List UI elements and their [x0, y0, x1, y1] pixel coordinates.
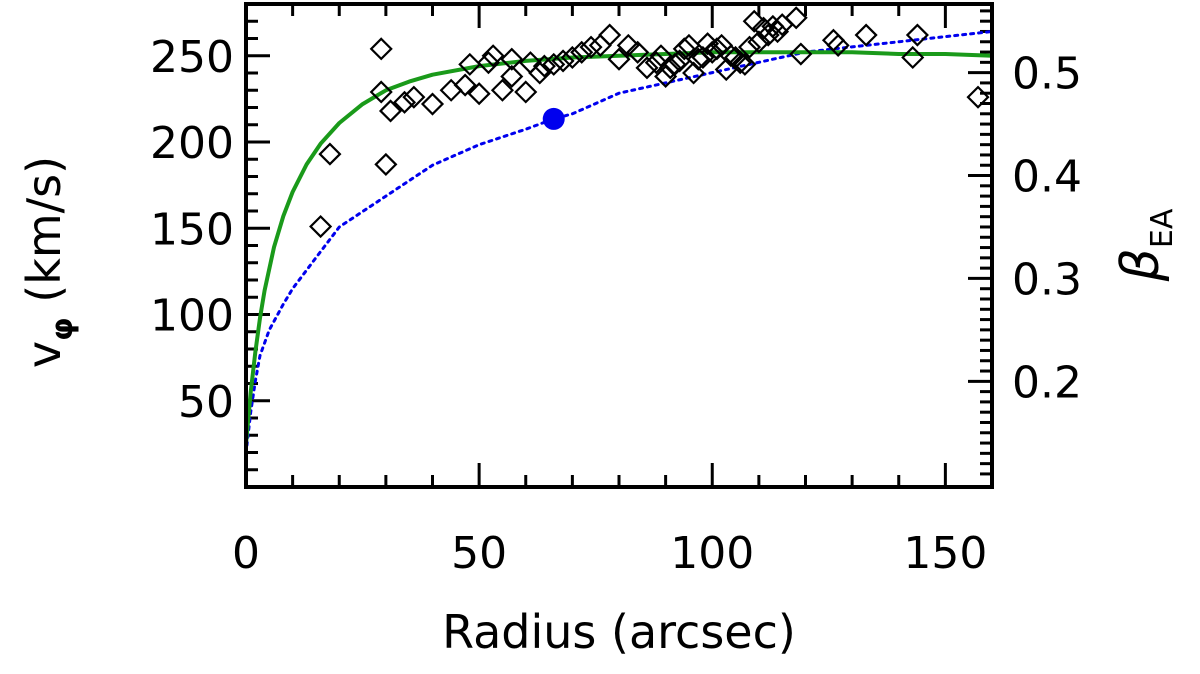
y-axis-title: vφ (km/s): [17, 156, 80, 368]
beta-curve-line: [244, 30, 994, 455]
data-point-diamond: [905, 23, 929, 47]
data-point-diamond: [318, 142, 342, 166]
data-point-diamond: [719, 44, 743, 68]
data-point-diamond: [607, 47, 631, 71]
data-point-diamond: [500, 64, 524, 89]
y-axis-title-subscript: φ: [45, 317, 80, 340]
data-point-diamond: [528, 61, 552, 85]
y-axis-title-unit: (km/s): [17, 156, 71, 317]
data-point-diamond: [598, 23, 622, 47]
point-layer: [542, 107, 565, 130]
data-point-diamond: [420, 92, 445, 116]
y2-axis-title-subscript: EA: [1145, 208, 1180, 248]
data-point-diamond: [369, 80, 393, 104]
data-point-diamond: [616, 33, 640, 57]
data-point-diamond: [677, 33, 701, 57]
y2-tick-label: 0.5: [1012, 49, 1082, 100]
data-point-diamond: [737, 35, 762, 59]
beta-point-marker: [542, 107, 565, 130]
data-point-diamond: [728, 51, 752, 75]
x-axis-title: Radius (arcsec): [442, 605, 796, 659]
y-axis-title-main: v: [17, 341, 71, 368]
y-tick-label: 250: [150, 32, 234, 83]
data-point-diamond: [402, 85, 426, 109]
x-tick-label: 150: [903, 528, 987, 579]
data-point-diamond: [635, 56, 659, 80]
labels-layer: 0 50 100 150 50 100 150 200 250 0.2 0.3 0.4 0.5: [150, 32, 1082, 579]
data-point-diamond: [751, 16, 776, 40]
data-point-diamond: [756, 23, 780, 47]
data-point-diamond: [570, 40, 594, 64]
y2-axis-title-main: β: [1111, 248, 1171, 282]
y-tick-label: 50: [178, 377, 234, 428]
y2-tick-label: 0.4: [1012, 152, 1082, 203]
data-point-diamond: [467, 82, 491, 106]
beta-curve-layer: [244, 30, 994, 455]
data-point-diamond: [784, 6, 808, 30]
data-point-diamond: [854, 23, 878, 47]
x-tick-label: 0: [232, 528, 260, 579]
data-point-diamond: [560, 45, 584, 70]
data-point-diamond: [500, 47, 524, 71]
data-point-diamond: [481, 44, 505, 68]
model-curve-layer: [244, 50, 993, 445]
data-point-diamond: [742, 9, 766, 33]
x-tick-label: 100: [670, 528, 754, 579]
markers-layer: [309, 6, 990, 239]
ticks-layer: [244, 4, 994, 487]
data-point-diamond: [626, 40, 650, 64]
data-point-diamond: [691, 45, 715, 70]
model-curve-line: [244, 50, 993, 445]
data-point-diamond: [747, 30, 771, 54]
data-point-diamond: [542, 52, 566, 76]
data-point-diamond: [453, 73, 477, 97]
data-point-diamond: [514, 80, 538, 104]
y2-tick-label: 0.2: [1012, 357, 1082, 408]
data-point-diamond: [901, 45, 925, 70]
data-point-diamond: [789, 42, 813, 66]
data-point-diamond: [458, 52, 482, 76]
data-point-diamond: [579, 35, 603, 59]
data-point-diamond: [374, 152, 398, 176]
x-tick-label: 50: [451, 528, 507, 579]
data-point-diamond: [682, 61, 706, 85]
y2-axis-title: βEA: [1111, 208, 1180, 282]
y-tick-label: 200: [150, 118, 234, 169]
y-tick-label: 150: [150, 204, 234, 255]
data-point-diamond: [490, 78, 514, 102]
data-point-diamond: [532, 54, 556, 78]
plot-frame: [244, 2, 994, 489]
data-point-diamond: [733, 52, 757, 76]
data-point-diamond: [551, 49, 575, 73]
data-point-diamond: [369, 37, 393, 61]
data-point-diamond: [765, 20, 790, 44]
data-point-diamond: [392, 90, 417, 114]
data-point-diamond: [644, 51, 668, 75]
y-tick-label: 100: [150, 291, 234, 342]
y2-tick-label: 0.3: [1012, 254, 1082, 305]
data-point-diamond: [476, 51, 501, 75]
data-point-diamond: [378, 99, 403, 123]
data-point-diamond: [966, 85, 990, 109]
data-point-diamond: [826, 33, 850, 57]
data-point-diamond: [309, 214, 333, 239]
